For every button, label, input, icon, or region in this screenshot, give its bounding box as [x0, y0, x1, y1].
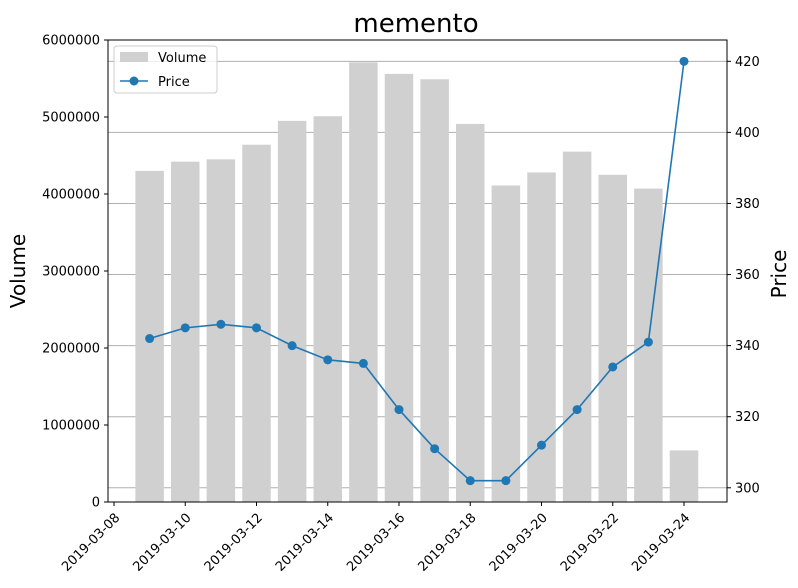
volume-bars [135, 62, 699, 503]
price-point [537, 440, 546, 450]
right-tick-label: 400 [735, 126, 760, 141]
x-tick-label: 2019-03-18 [415, 511, 479, 575]
volume-bar [206, 159, 236, 502]
price-series-line [149, 61, 685, 482]
volume-bar [562, 151, 592, 502]
left-tick-label: 5000000 [42, 111, 100, 126]
price-point [679, 56, 689, 66]
legend: Volume Price [113, 45, 218, 94]
right-tick-label: 420 [735, 55, 760, 70]
price-point [572, 405, 582, 415]
legend-volume-swatch [120, 52, 148, 62]
left-tick-label: 6000000 [42, 34, 100, 49]
legend-price-label: Price [158, 75, 190, 90]
volume-bar [456, 123, 485, 503]
right-y-axis: 300 320 340 360 380 400 420 [727, 55, 760, 496]
price-point [180, 323, 190, 333]
x-tick-label: 2019-03-10 [130, 511, 194, 575]
volume-bar [349, 62, 378, 503]
price-point [252, 323, 261, 333]
legend-price-marker [129, 76, 139, 86]
x-tick-label: 2019-03-14 [273, 511, 337, 575]
price-point [465, 476, 475, 486]
price-point [323, 355, 333, 365]
price-point [145, 334, 155, 344]
volume-bar [313, 116, 342, 502]
volume-bar [277, 120, 307, 502]
price-point [394, 405, 404, 415]
price-point [216, 319, 226, 329]
x-tick-label: 2019-03-22 [558, 511, 622, 575]
right-tick-label: 320 [735, 410, 760, 425]
left-tick-label: 2000000 [42, 342, 100, 357]
volume-bar [491, 185, 521, 502]
left-tick-label: 3000000 [42, 265, 100, 280]
left-tick-label: 0 [92, 496, 100, 511]
right-tick-label: 360 [735, 268, 760, 283]
left-tick-label: 4000000 [42, 188, 100, 203]
volume-bar [527, 172, 556, 502]
left-y-axis: 0 1000000 2000000 3000000 4000000 5000000 6000… [42, 34, 108, 511]
price-point [287, 341, 297, 351]
x-tick-label: 2019-03-12 [202, 511, 266, 575]
volume-bar [669, 450, 699, 502]
right-tick-label: 340 [735, 339, 760, 354]
y-axis-label-right: Price [767, 250, 791, 299]
volume-bar [420, 79, 449, 503]
x-tick-label: 2019-03-20 [487, 511, 551, 575]
legend-volume-label: Volume [158, 51, 206, 66]
x-axis: 2019-03-08 2019-03-10 2019-03-12 2019-03-14… [59, 502, 693, 575]
x-tick-label: 2019-03-08 [59, 511, 123, 575]
price-point [501, 476, 511, 486]
price-line [145, 56, 689, 486]
price-point [430, 444, 440, 454]
price-point [608, 362, 618, 372]
x-tick-label: 2019-03-16 [344, 511, 408, 575]
left-tick-label: 1000000 [42, 419, 100, 434]
y-axis-label-left: Volume [6, 234, 30, 308]
x-tick-label: 2019-03-24 [629, 511, 693, 575]
volume-bar [242, 144, 271, 502]
volume-bar [384, 73, 414, 502]
right-tick-label: 380 [735, 197, 760, 212]
right-tick-label: 300 [735, 481, 760, 496]
volume-bar [598, 174, 627, 502]
price-point [358, 358, 368, 368]
price-point [643, 337, 653, 347]
chart-title: memento [353, 9, 478, 39]
